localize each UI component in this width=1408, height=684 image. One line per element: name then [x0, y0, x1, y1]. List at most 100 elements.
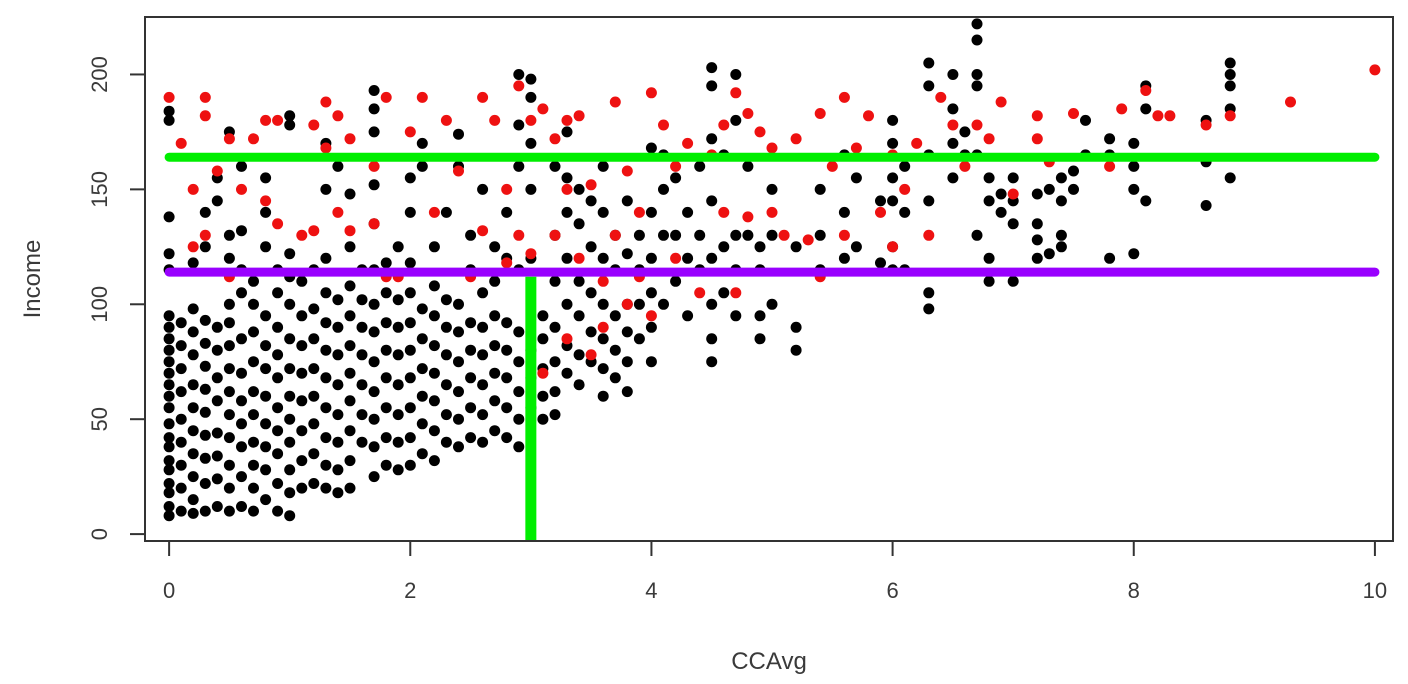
- data-point: [187, 448, 199, 460]
- data-point: [489, 395, 501, 407]
- data-point: [682, 206, 694, 218]
- data-point: [971, 34, 983, 46]
- data-point: [187, 241, 199, 253]
- data-point: [187, 257, 199, 269]
- data-point: [428, 455, 440, 467]
- data-point: [248, 409, 259, 421]
- data-point: [585, 241, 597, 253]
- data-point: [1152, 110, 1164, 122]
- data-point: [971, 119, 983, 131]
- data-point: [1128, 137, 1140, 149]
- data-point: [320, 459, 332, 471]
- data-point: [658, 183, 669, 195]
- data-point: [356, 294, 368, 306]
- data-point: [814, 183, 826, 195]
- data-point: [597, 390, 609, 402]
- data-point: [658, 119, 669, 131]
- data-point: [754, 310, 766, 322]
- data-point: [995, 96, 1007, 108]
- data-point: [260, 464, 272, 476]
- y-tick-label: 200: [87, 56, 112, 93]
- data-point: [380, 459, 392, 471]
- data-point: [863, 110, 874, 122]
- data-point: [1055, 241, 1067, 253]
- data-point: [682, 137, 694, 149]
- data-point: [453, 165, 464, 177]
- data-point: [356, 379, 368, 391]
- data-point: [344, 225, 356, 237]
- data-point: [1055, 229, 1067, 241]
- data-point: [971, 69, 983, 80]
- data-point: [211, 165, 223, 177]
- data-point: [211, 372, 223, 384]
- data-point: [561, 206, 573, 218]
- data-point: [272, 349, 284, 361]
- data-point: [1224, 69, 1236, 80]
- data-point: [899, 183, 911, 195]
- data-point: [537, 333, 549, 345]
- data-point: [501, 344, 513, 356]
- data-point: [211, 395, 223, 407]
- data-point: [537, 390, 549, 402]
- data-point: [754, 241, 766, 253]
- data-point: [465, 432, 477, 444]
- data-point: [332, 464, 344, 476]
- data-point: [959, 160, 971, 172]
- data-point: [211, 501, 223, 512]
- data-point: [1104, 160, 1116, 172]
- data-point: [790, 241, 802, 253]
- data-point: [513, 160, 525, 172]
- data-point: [1007, 275, 1019, 287]
- data-point: [416, 333, 428, 345]
- data-point: [368, 85, 380, 96]
- data-point: [573, 379, 585, 391]
- points-layer: [163, 18, 1381, 522]
- data-point: [248, 275, 259, 287]
- data-point: [621, 248, 633, 260]
- data-point: [621, 386, 633, 398]
- data-point: [706, 133, 718, 145]
- data-point: [778, 229, 790, 241]
- data-point: [633, 206, 645, 218]
- data-point: [1224, 57, 1236, 69]
- data-point: [223, 363, 235, 375]
- data-point: [223, 252, 235, 264]
- data-point: [609, 96, 621, 108]
- data-point: [887, 241, 899, 253]
- data-point: [236, 501, 247, 512]
- data-point: [356, 409, 368, 421]
- data-point: [935, 91, 947, 103]
- data-point: [1128, 248, 1140, 260]
- data-point: [248, 356, 259, 368]
- data-point: [971, 229, 983, 241]
- data-point: [223, 229, 235, 241]
- data-point: [453, 128, 464, 140]
- data-point: [742, 160, 754, 172]
- data-point: [706, 298, 718, 310]
- data-point: [223, 432, 235, 444]
- data-point: [392, 241, 404, 253]
- data-point: [609, 372, 621, 384]
- data-point: [175, 505, 187, 517]
- data-point: [1007, 188, 1019, 200]
- data-point: [187, 425, 199, 437]
- data-point: [525, 73, 537, 85]
- data-point: [380, 402, 392, 414]
- data-point: [814, 229, 826, 241]
- data-point: [175, 459, 187, 471]
- data-point: [416, 91, 428, 103]
- data-point: [561, 367, 573, 379]
- y-tick-label: 0: [87, 528, 112, 540]
- data-point: [513, 326, 525, 338]
- data-point: [790, 344, 802, 356]
- data-point: [320, 252, 332, 264]
- data-point: [236, 471, 247, 483]
- data-point: [428, 241, 440, 253]
- data-point: [621, 356, 633, 368]
- data-point: [501, 372, 513, 384]
- data-point: [272, 478, 284, 489]
- data-point: [501, 183, 513, 195]
- data-point: [621, 298, 633, 310]
- data-point: [561, 183, 573, 195]
- data-point: [344, 310, 356, 322]
